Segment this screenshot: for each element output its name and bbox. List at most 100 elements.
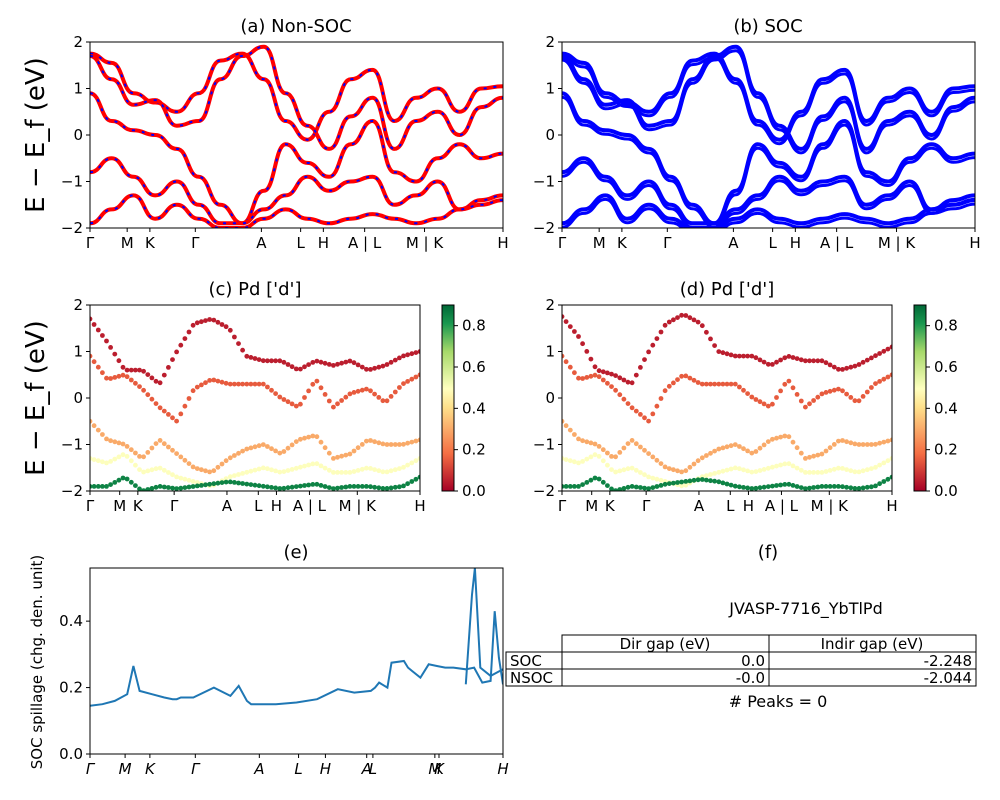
projection-point bbox=[819, 470, 825, 475]
projection-point bbox=[852, 363, 858, 369]
projection-point bbox=[364, 366, 369, 372]
projection-point bbox=[815, 484, 821, 490]
projection-point bbox=[877, 379, 882, 384]
projection-point bbox=[666, 466, 672, 471]
projection-point bbox=[149, 445, 155, 451]
projection-point bbox=[819, 451, 825, 457]
projection-point bbox=[704, 329, 709, 335]
projection-point bbox=[794, 392, 800, 397]
projection-point bbox=[708, 450, 713, 456]
y-tick-label: −1 bbox=[61, 436, 83, 454]
projection-point bbox=[642, 357, 647, 362]
projection-point bbox=[671, 317, 676, 323]
projection-point bbox=[227, 479, 233, 485]
projection-point bbox=[318, 359, 324, 365]
projection-point bbox=[691, 461, 697, 467]
projection-point bbox=[392, 357, 398, 363]
projection-point bbox=[831, 364, 837, 370]
projection-point bbox=[137, 367, 142, 373]
projection-point bbox=[596, 444, 602, 449]
projection-point bbox=[380, 363, 386, 369]
y-tick-label: 0.0 bbox=[59, 745, 83, 763]
projection-point bbox=[745, 468, 750, 474]
projection-point bbox=[120, 452, 126, 458]
x-tick-label: Γ bbox=[86, 497, 95, 515]
projection-point bbox=[157, 438, 163, 443]
row-label-soc: SOC bbox=[510, 652, 542, 670]
projection-point bbox=[691, 377, 697, 383]
y-tick-label: 2 bbox=[73, 296, 83, 314]
projection-point bbox=[252, 467, 258, 473]
projection-point bbox=[174, 486, 180, 491]
projection-point bbox=[277, 358, 283, 364]
projection-point bbox=[310, 433, 316, 439]
colorbar-tick-label: 0.4 bbox=[934, 399, 958, 417]
projection-point bbox=[877, 351, 882, 356]
projection-point bbox=[128, 447, 134, 453]
projection-point bbox=[629, 484, 635, 489]
panel-c-colorbar-ticks: 0.8 0.6 0.4 0.2 0.0 bbox=[454, 317, 486, 500]
projection-point bbox=[104, 484, 109, 489]
projection-point bbox=[774, 359, 779, 365]
projection-point bbox=[679, 479, 684, 485]
x-tick-label: A bbox=[222, 497, 233, 515]
projection-point bbox=[318, 463, 324, 469]
panel-e-line bbox=[90, 568, 503, 707]
projection-point bbox=[314, 434, 320, 440]
projection-point bbox=[310, 461, 316, 467]
projection-point bbox=[120, 475, 126, 481]
x-tick-label: H bbox=[497, 760, 508, 778]
projection-point bbox=[248, 355, 254, 360]
projection-point bbox=[563, 319, 569, 324]
projection-point bbox=[182, 485, 188, 490]
projection-point bbox=[633, 372, 639, 378]
projection-point bbox=[646, 474, 651, 480]
projection-point bbox=[364, 484, 369, 489]
projection-point bbox=[774, 463, 779, 469]
projection-point bbox=[178, 411, 184, 417]
projection-point bbox=[116, 477, 122, 483]
projection-point bbox=[182, 336, 188, 341]
projection-point bbox=[633, 441, 639, 447]
projection-point bbox=[562, 353, 565, 359]
projection-point bbox=[753, 449, 759, 454]
projection-point bbox=[770, 401, 775, 407]
projection-point bbox=[708, 478, 713, 484]
projection-point bbox=[112, 480, 118, 485]
projection-point bbox=[219, 322, 225, 327]
band-line-soc-split bbox=[562, 95, 975, 228]
projection-point bbox=[351, 390, 357, 395]
projection-point bbox=[392, 442, 398, 447]
projection-point bbox=[380, 441, 386, 447]
projection-point bbox=[580, 482, 585, 487]
projection-point bbox=[807, 485, 812, 491]
cell-nsoc-indir: -2.044 bbox=[924, 669, 972, 687]
projection-point bbox=[343, 359, 349, 365]
projection-point bbox=[326, 485, 332, 490]
projection-point bbox=[654, 476, 660, 482]
x-tick-label: K bbox=[605, 497, 616, 515]
projection-point bbox=[108, 345, 113, 350]
projection-point bbox=[778, 434, 783, 440]
projection-point bbox=[580, 341, 585, 347]
projection-point bbox=[227, 381, 233, 387]
projection-point bbox=[331, 404, 336, 410]
panel-a-bands bbox=[90, 44, 503, 228]
projection-point bbox=[786, 434, 792, 440]
projection-point bbox=[397, 442, 402, 447]
projection-point bbox=[881, 348, 887, 354]
x-tick-label: H bbox=[969, 234, 980, 252]
projection-point bbox=[95, 327, 101, 333]
projection-point bbox=[873, 441, 878, 447]
projection-point bbox=[335, 470, 340, 475]
projection-point bbox=[695, 319, 701, 325]
projection-point bbox=[318, 385, 324, 391]
projection-point bbox=[646, 451, 651, 456]
projection-point bbox=[774, 483, 779, 488]
projection-point bbox=[137, 467, 142, 472]
projection-point bbox=[869, 385, 874, 390]
projection-point bbox=[831, 466, 837, 472]
projection-point bbox=[302, 364, 307, 370]
projection-point bbox=[770, 483, 775, 489]
projection-point bbox=[380, 486, 386, 491]
